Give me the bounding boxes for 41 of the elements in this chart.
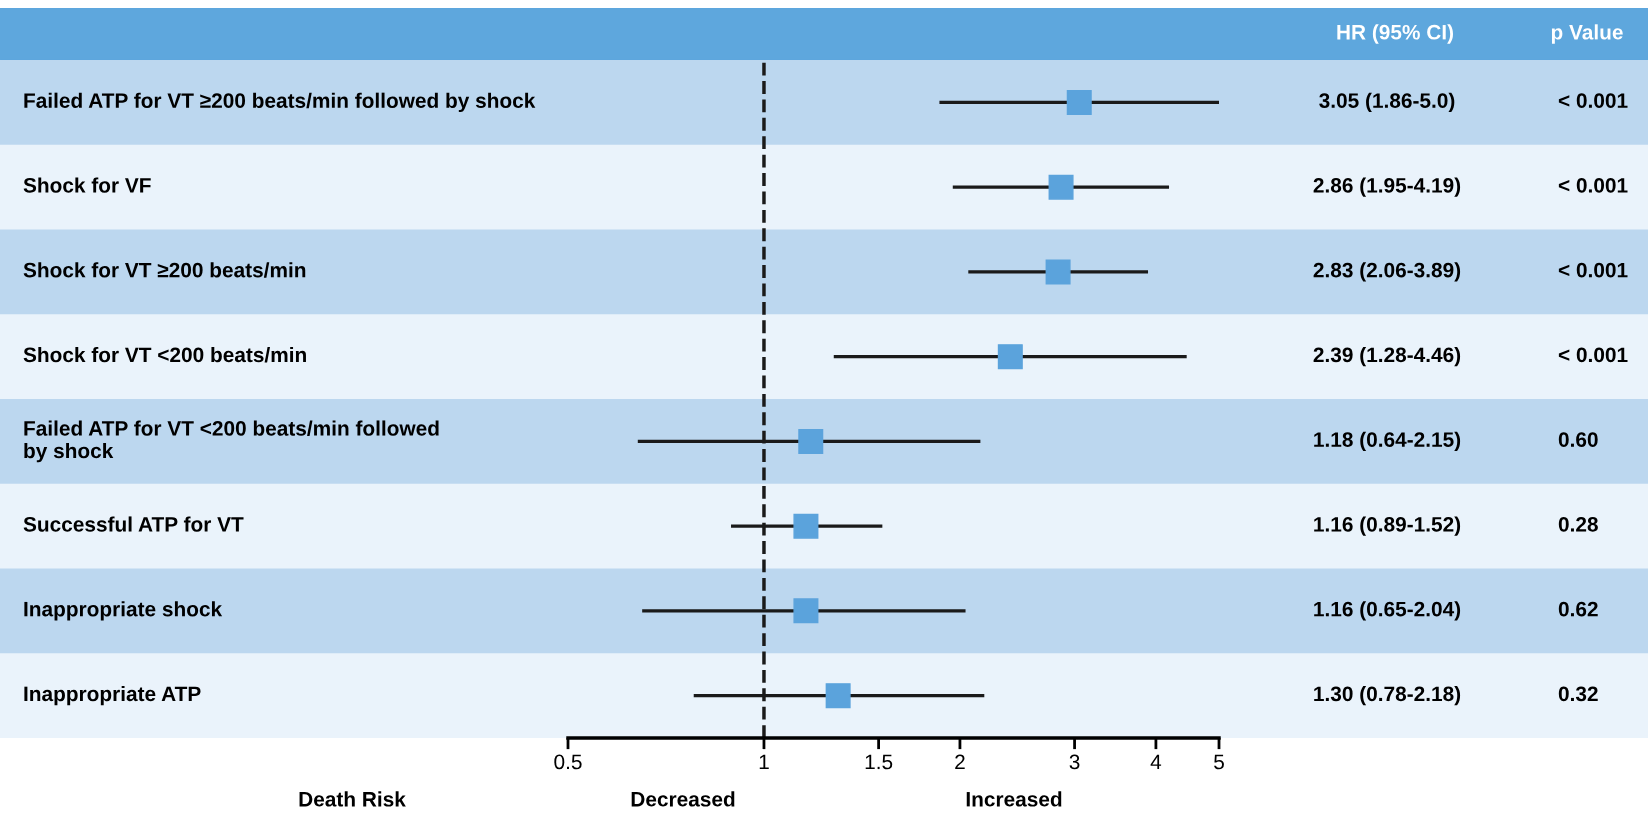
y-tick-label: Successful ATP for VT [23,516,244,532]
point [1048,174,1074,200]
text: < 0.001 [1558,347,1628,363]
data-label: 1.30 (0.78-2.18) [1314,685,1461,706]
data-label: 2.86 (1.95-4.19) [1313,177,1461,197]
text: < 0.001 [1558,262,1628,278]
point [793,598,819,624]
data-label: 1.16 (0.65-2.04) [1314,601,1461,621]
x-tick-label: 2 [955,754,965,770]
y-tick-label: Shock for VT <200 beats/min [23,346,306,363]
y-tick-label: Failed ATP for VT <200 beats/min followed by shock [24,420,439,463]
y-tick-label: Inappropriate ATP [24,685,201,706]
point [1045,259,1071,285]
x-tick-label: 1.5 [865,754,893,770]
data-label: 1.18 (0.64-2.15) [1314,431,1461,452]
text: 0.62 [1558,601,1598,617]
data-label: 2.39 (1.28-4.46) [1313,346,1461,367]
text: Increased [966,791,1062,807]
text: 0.60 [1558,432,1598,447]
text: Decreased [631,791,735,807]
data-label: 2.83 (2.06-3.89) [1313,262,1461,282]
y-tick-label: Shock for VT ≥200 beats/min [23,262,306,278]
text: 0.32 [1558,686,1598,702]
text: Death Risk [299,791,406,807]
y-tick-label: Shock for VF [23,177,151,193]
text: < 0.001 [1558,93,1628,108]
data-label: 3.05 (1.86-5.0) [1319,92,1455,113]
x-tick-label: 4 [1150,754,1162,770]
x-tick-label: 3 [1069,754,1080,770]
data-label: 1.16 (0.89-1.52) [1314,516,1461,536]
x-tick-label: 5 [1214,754,1224,770]
x-tick-label: 0.5 [554,754,582,770]
text: < 0.001 [1558,177,1628,193]
y-tick-label: Inappropriate shock [24,601,223,621]
y-tick-label: Failed ATP for VT ≥200 beats/min followed by shock [24,92,536,113]
text: 0.28 [1558,516,1598,532]
text: HR (95% CI) [1337,24,1453,44]
x-tick-label: 1 [759,754,769,770]
point [798,428,824,454]
point [793,513,819,539]
text: p Value [1551,24,1623,44]
